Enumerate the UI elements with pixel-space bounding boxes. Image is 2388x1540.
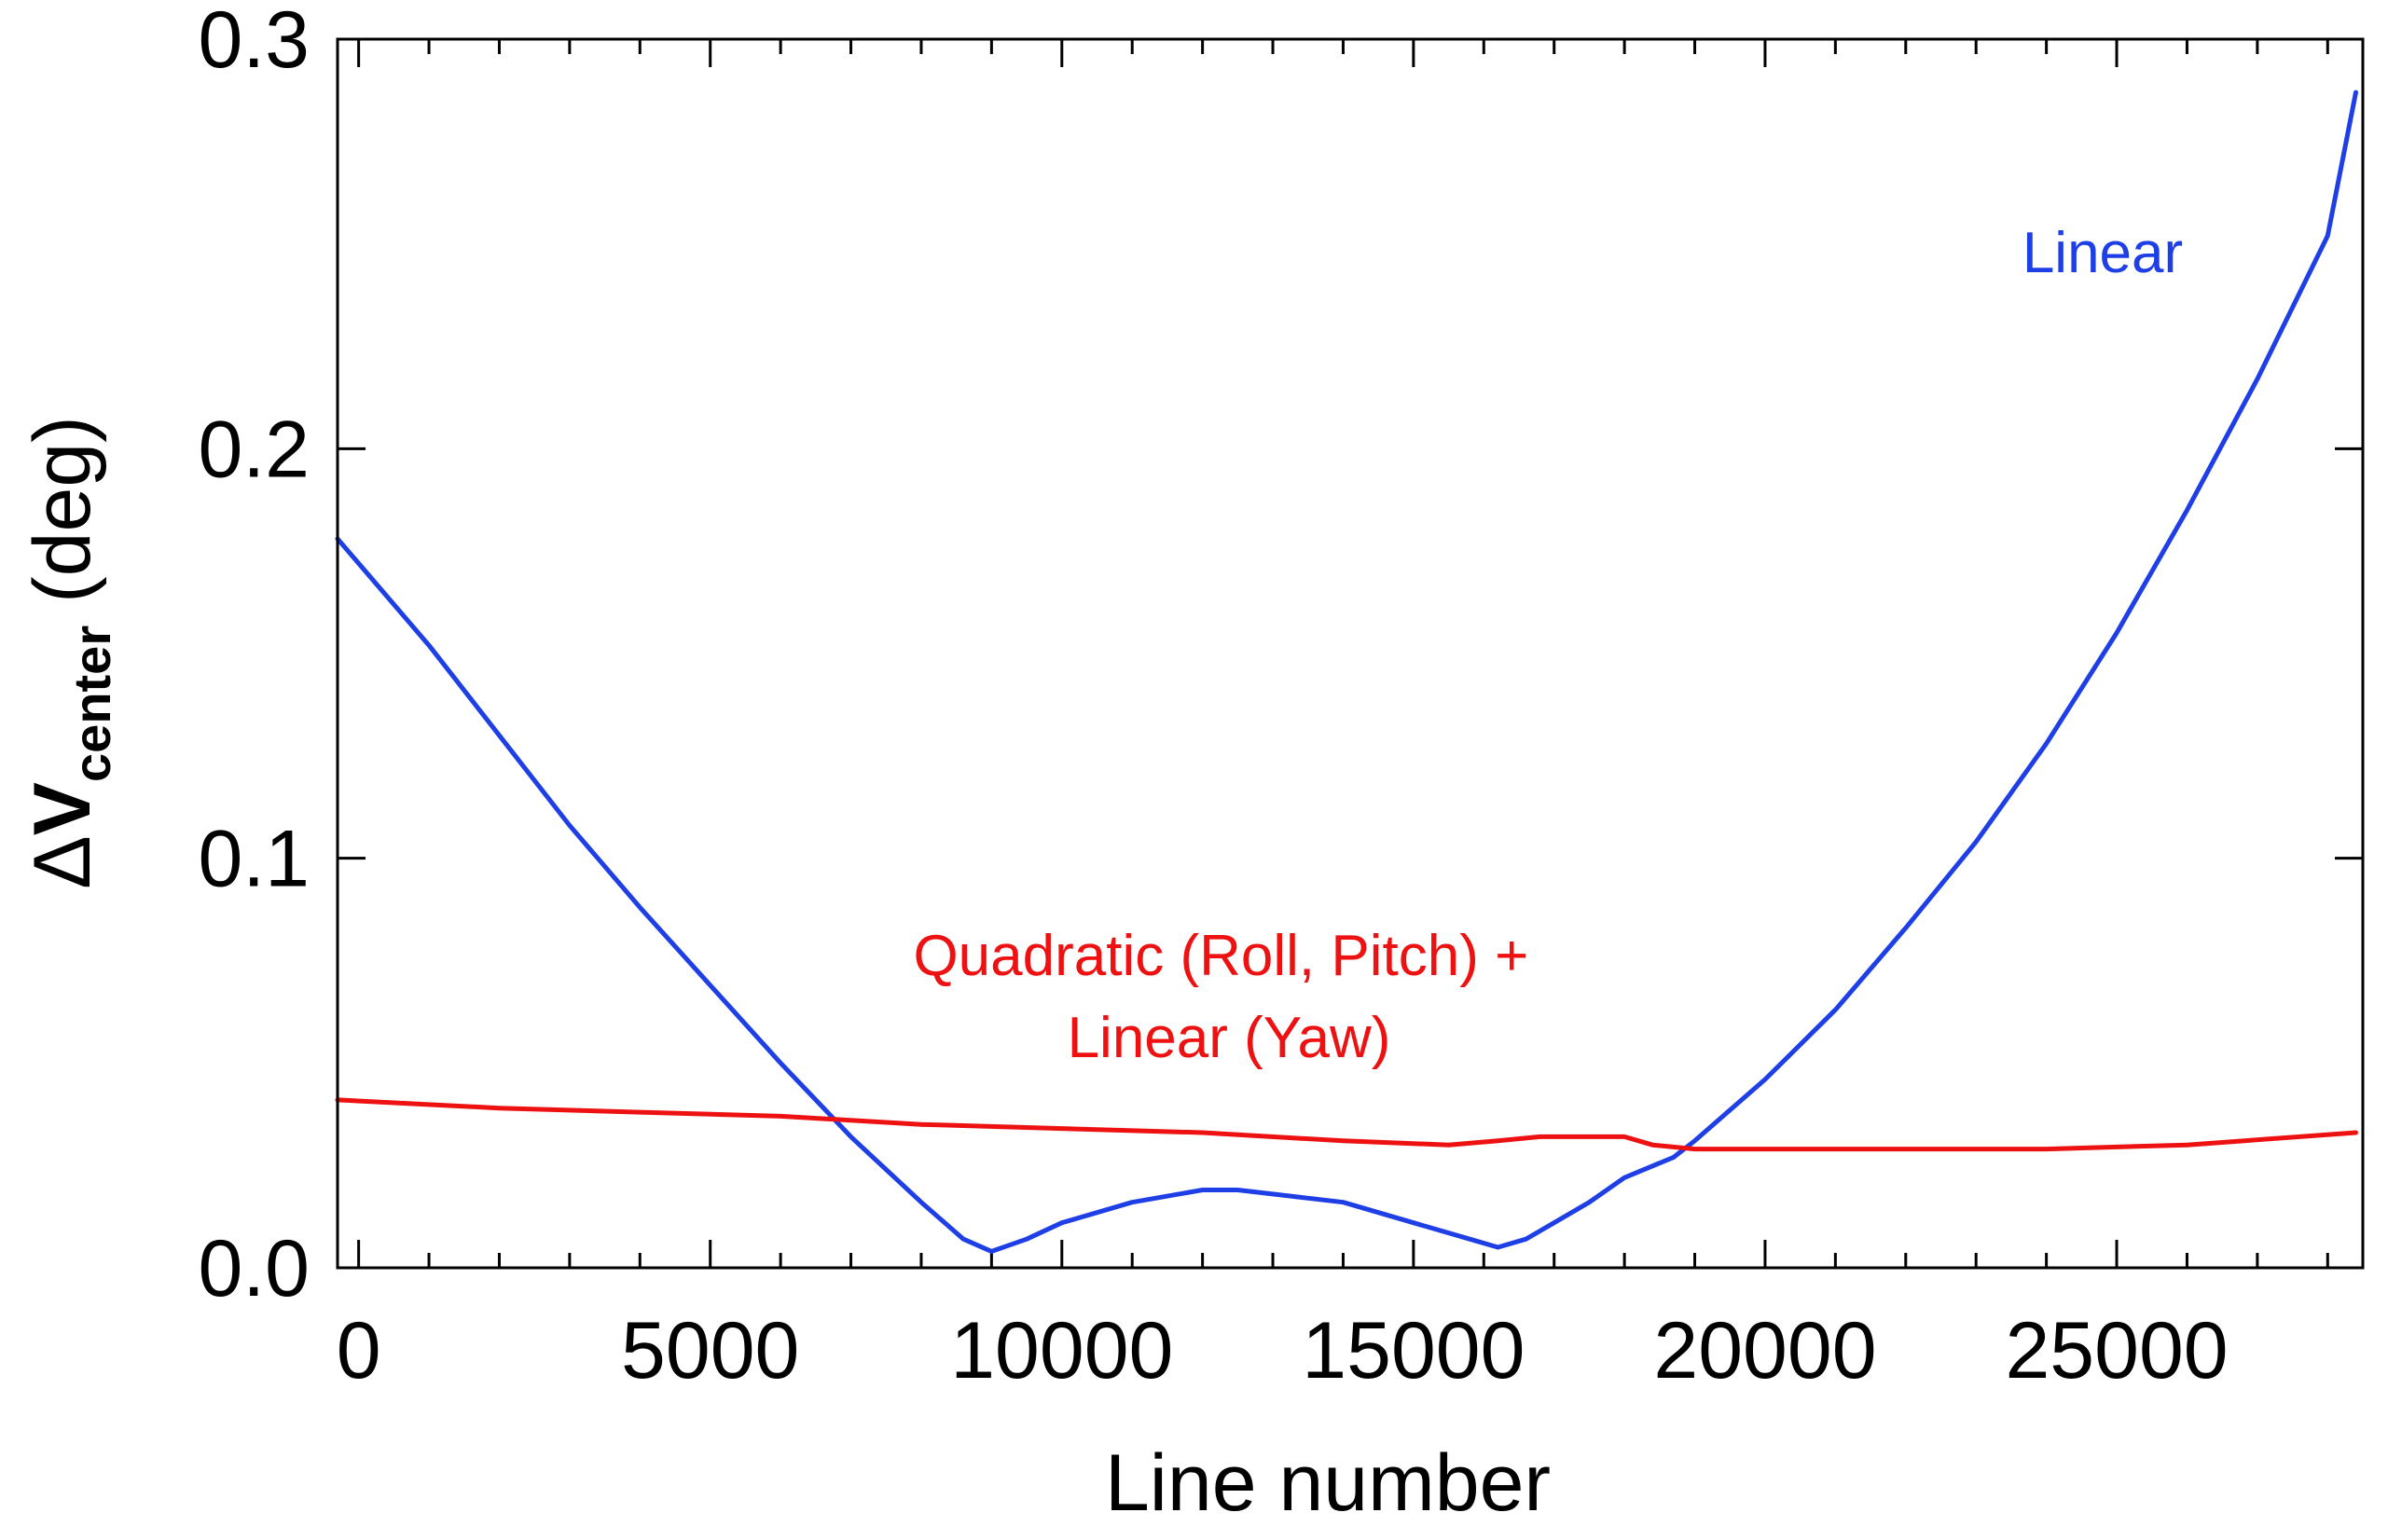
annotation-quadratic: Quadratic (Roll, Pitch) + Linear (Yaw) [913,924,1544,1070]
y-axis-title: ΔVcenter (deg) [18,416,121,889]
annotation-quadratic-line-1: Quadratic (Roll, Pitch) + [913,924,1528,988]
x-tick-label: 0 [337,1306,381,1396]
x-tick-label: 20000 [1653,1306,1876,1396]
y-tick-label: 0.3 [198,0,310,85]
y-tick-label: 0.0 [198,1224,310,1313]
x-tick-label: 10000 [950,1306,1173,1396]
x-axis-title: Line number [1105,1438,1551,1528]
x-ticks [357,39,2329,1268]
annotation-linear-line-1: Linear [2022,221,2183,285]
y-axis-title-main: V [18,782,107,835]
series-layer [335,89,2358,1254]
series-quadratic-line [335,1097,2358,1152]
plot-frame [336,37,2365,1270]
x-tick-labels: 0 5000 10000 15000 20000 25000 [337,1306,2229,1396]
y-axis-title-unit: (deg) [18,416,107,626]
x-tick-label: 25000 [2005,1306,2228,1396]
y-axis-title-delta: Δ [18,835,107,888]
y-tick-labels: 0.0 0.1 0.2 0.3 [198,0,310,1313]
x-tick-label: 15000 [1302,1306,1525,1396]
y-tick-label: 0.1 [198,815,310,904]
annotation-linear: Linear [2022,221,2183,285]
y-axis-title-sub: center [62,626,121,782]
annotation-quadratic-line-2: Linear (Yaw) [1068,1006,1391,1070]
x-tick-label: 5000 [621,1306,799,1396]
y-tick-label: 0.2 [198,405,310,494]
series-linear-line [335,89,2358,1254]
